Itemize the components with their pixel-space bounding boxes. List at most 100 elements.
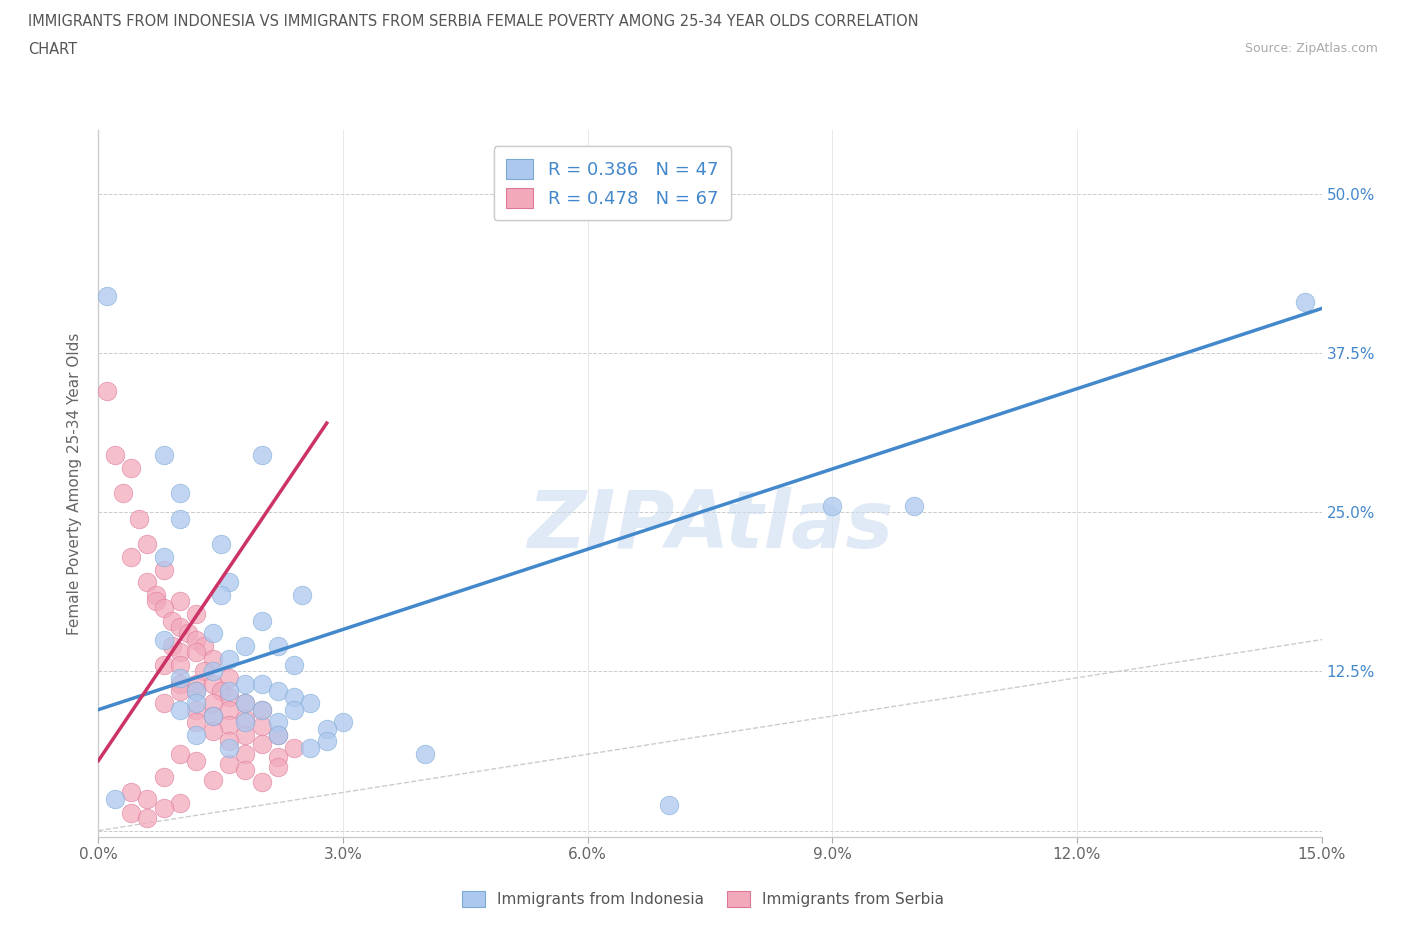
Point [169,747,191,762]
Point [136,791,159,806]
Point [233,677,256,692]
Point [201,709,224,724]
Point [186,644,208,659]
Point [267,727,290,742]
Point [169,485,191,500]
Point [186,684,208,698]
Point [209,588,232,603]
Point [291,588,314,603]
Point [233,696,256,711]
Point [218,757,240,772]
Point [169,795,191,810]
Point [315,734,337,749]
Point [250,775,273,790]
Point [152,550,174,565]
Point [250,702,273,717]
Point [152,658,174,672]
Point [233,715,256,730]
Point [169,512,191,526]
Text: ZIPAtlas: ZIPAtlas [527,487,893,565]
Point [186,702,208,717]
Point [233,639,256,654]
Point [250,677,273,692]
Point [267,727,290,742]
Point [152,770,174,785]
Point [136,810,159,825]
Point [233,762,256,777]
Point [218,734,240,749]
Point [1294,295,1316,310]
Point [169,658,191,672]
Point [186,753,208,768]
Point [332,715,354,730]
Point [201,651,224,666]
Point [218,689,240,704]
Text: IMMIGRANTS FROM INDONESIA VS IMMIGRANTS FROM SERBIA FEMALE POVERTY AMONG 25-34 Y: IMMIGRANTS FROM INDONESIA VS IMMIGRANTS … [28,14,918,29]
Point [201,724,224,738]
Point [120,805,142,820]
Point [283,740,305,755]
Point [201,709,224,724]
Point [152,562,174,577]
Point [120,550,142,565]
Point [250,737,273,751]
Point [903,498,925,513]
Point [299,696,322,711]
Point [177,626,200,641]
Point [250,702,273,717]
Point [169,684,191,698]
Point [145,594,167,609]
Point [233,747,256,762]
Point [233,727,256,742]
Point [218,651,240,666]
Point [120,460,142,475]
Point [218,684,240,698]
Point [193,639,215,654]
Point [267,760,290,775]
Point [250,447,273,462]
Point [152,801,174,816]
Point [218,671,240,685]
Point [218,740,240,755]
Point [169,619,191,634]
Point [233,696,256,711]
Point [821,498,844,513]
Point [169,644,191,659]
Point [169,594,191,609]
Point [233,711,256,726]
Point [201,696,224,711]
Point [218,717,240,732]
Point [283,689,305,704]
Point [193,664,215,679]
Point [658,798,681,813]
Point [209,537,232,551]
Point [283,658,305,672]
Point [201,664,224,679]
Point [145,588,167,603]
Point [267,639,290,654]
Point [160,639,183,654]
Point [209,684,232,698]
Point [186,684,208,698]
Point [250,719,273,734]
Point [267,750,290,764]
Point [160,613,183,628]
Point [267,684,290,698]
Text: CHART: CHART [28,42,77,57]
Point [104,447,127,462]
Point [413,747,436,762]
Point [104,791,127,806]
Point [250,613,273,628]
Point [315,722,337,737]
Y-axis label: Female Poverty Among 25-34 Year Olds: Female Poverty Among 25-34 Year Olds [67,332,83,635]
Point [136,537,159,551]
Point [218,575,240,590]
Point [283,702,305,717]
Text: Source: ZipAtlas.com: Source: ZipAtlas.com [1244,42,1378,55]
Point [152,696,174,711]
Point [152,632,174,647]
Point [186,727,208,742]
Point [186,715,208,730]
Legend: Immigrants from Indonesia, Immigrants from Serbia: Immigrants from Indonesia, Immigrants fr… [456,884,950,913]
Point [136,575,159,590]
